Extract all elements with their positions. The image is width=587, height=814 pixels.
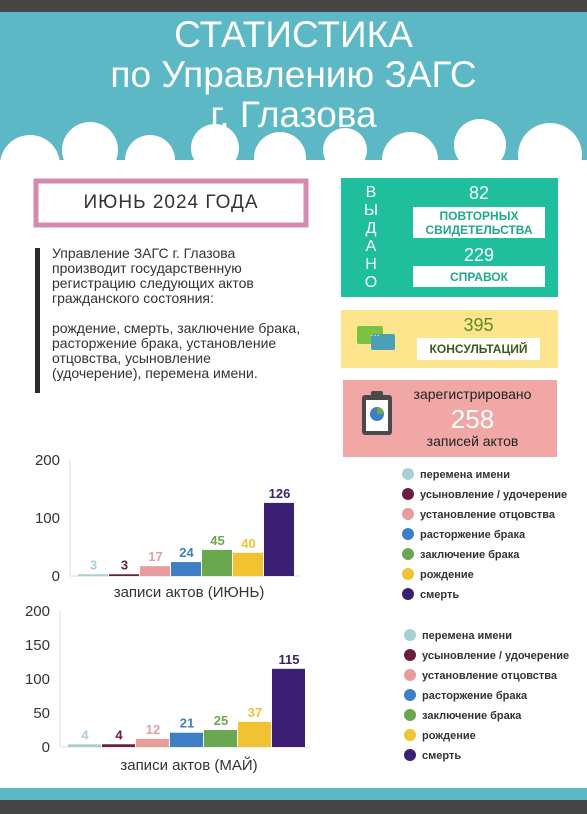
legend-label: усыновление / удочерение — [420, 489, 567, 501]
x-axis-label: записи актов (ИЮНЬ) — [114, 584, 265, 601]
value-label: 3 — [121, 557, 128, 572]
bar — [68, 744, 101, 747]
title-line: г. Глазова — [210, 94, 377, 135]
value-label: 40 — [241, 536, 255, 551]
legend-label: расторжение брака — [422, 690, 528, 702]
intro-paragraph: рождение, смерть, заключение брака, раст… — [52, 320, 301, 381]
issued-value: 229 — [463, 245, 495, 265]
legend-label: заключение брака — [422, 710, 522, 722]
issued-value: 82 — [468, 183, 490, 203]
legend-swatch — [402, 468, 414, 480]
bar — [170, 732, 203, 747]
bar — [238, 721, 271, 747]
value-label: 45 — [210, 533, 224, 548]
title-line: по Управлению ЗАГС — [110, 54, 477, 95]
y-tick-label: 200 — [35, 452, 60, 469]
value-label: 17 — [148, 549, 162, 564]
legend-swatch — [404, 689, 416, 701]
legend-swatch — [404, 629, 416, 641]
issued-item-label: СПРАВОК — [413, 266, 545, 287]
legend-swatch — [402, 528, 414, 540]
y-tick-label: 100 — [35, 510, 60, 527]
legend-label: смерть — [420, 589, 459, 601]
legend-label: расторжение брака — [420, 529, 526, 541]
y-tick-label: 0 — [42, 739, 50, 756]
legend-swatch — [402, 568, 414, 580]
intro-paragraph: Управление ЗАГС г. Глазова производит го… — [52, 245, 254, 306]
legend-swatch — [402, 508, 414, 520]
bar — [171, 562, 201, 576]
legend-label: установление отцовства — [420, 509, 556, 521]
value-label: 4 — [81, 727, 89, 742]
consultations-label: КОНСУЛЬТАЦИЙ — [417, 338, 540, 360]
title-line: СТАТИСТИКА — [174, 14, 413, 55]
bar — [140, 566, 170, 576]
value-label: 24 — [179, 545, 194, 560]
value-label: 25 — [214, 713, 228, 728]
legend-label: рождение — [422, 730, 476, 742]
value-label: 4 — [115, 727, 123, 742]
y-tick-label: 150 — [25, 637, 50, 654]
legend-label: рождение — [420, 569, 474, 581]
legend-swatch — [404, 749, 416, 761]
value-label: 37 — [248, 705, 262, 720]
legend-swatch — [402, 488, 414, 500]
legend-swatch — [402, 588, 414, 600]
legend-label: перемена имени — [422, 630, 512, 642]
bar — [109, 574, 139, 576]
bar — [202, 549, 232, 576]
y-tick-label: 0 — [52, 568, 60, 585]
legend-swatch — [404, 729, 416, 741]
legend-label: перемена имени — [420, 469, 510, 481]
bar — [264, 502, 294, 576]
issued-item-label: ПОВТОРНЫХ СВИДЕТЕЛЬСТВА — [413, 207, 545, 238]
legend-label: усыновление / удочерение — [422, 650, 569, 662]
value-label: 21 — [180, 716, 194, 731]
value-label: 12 — [146, 722, 160, 737]
issued-label: ВЫДАНО — [363, 184, 381, 291]
bar — [272, 668, 305, 747]
value-label: 3 — [90, 557, 97, 572]
legend-swatch — [404, 669, 416, 681]
legend-swatch — [404, 649, 416, 661]
registered-label: записей актов — [426, 433, 519, 449]
legend-swatch — [402, 548, 414, 560]
svg-text:···: ··· — [370, 330, 380, 341]
value-label: 115 — [279, 652, 300, 667]
registered-value: 258 — [450, 404, 495, 434]
y-tick-label: 200 — [25, 603, 50, 620]
bar — [78, 574, 108, 576]
bar — [136, 738, 169, 747]
y-tick-label: 100 — [25, 671, 50, 688]
x-axis-label: записи актов (МАЙ) — [120, 756, 257, 774]
period: ИЮНЬ 2024 ГОДА — [83, 192, 259, 213]
consultations-value: 395 — [463, 315, 494, 335]
intro: Управление ЗАГС г. Глазова производит го… — [52, 246, 302, 381]
legend-label: смерть — [422, 750, 461, 762]
legend-label: установление отцовства — [422, 670, 558, 682]
y-tick-label: 50 — [33, 705, 50, 722]
legend-swatch — [404, 709, 416, 721]
bar — [233, 552, 263, 576]
registered-prefix: зарегистрировано — [413, 386, 532, 402]
bar — [102, 744, 135, 747]
value-label: 126 — [269, 486, 291, 501]
bar — [204, 730, 237, 747]
legend-label: заключение брака — [420, 549, 520, 561]
